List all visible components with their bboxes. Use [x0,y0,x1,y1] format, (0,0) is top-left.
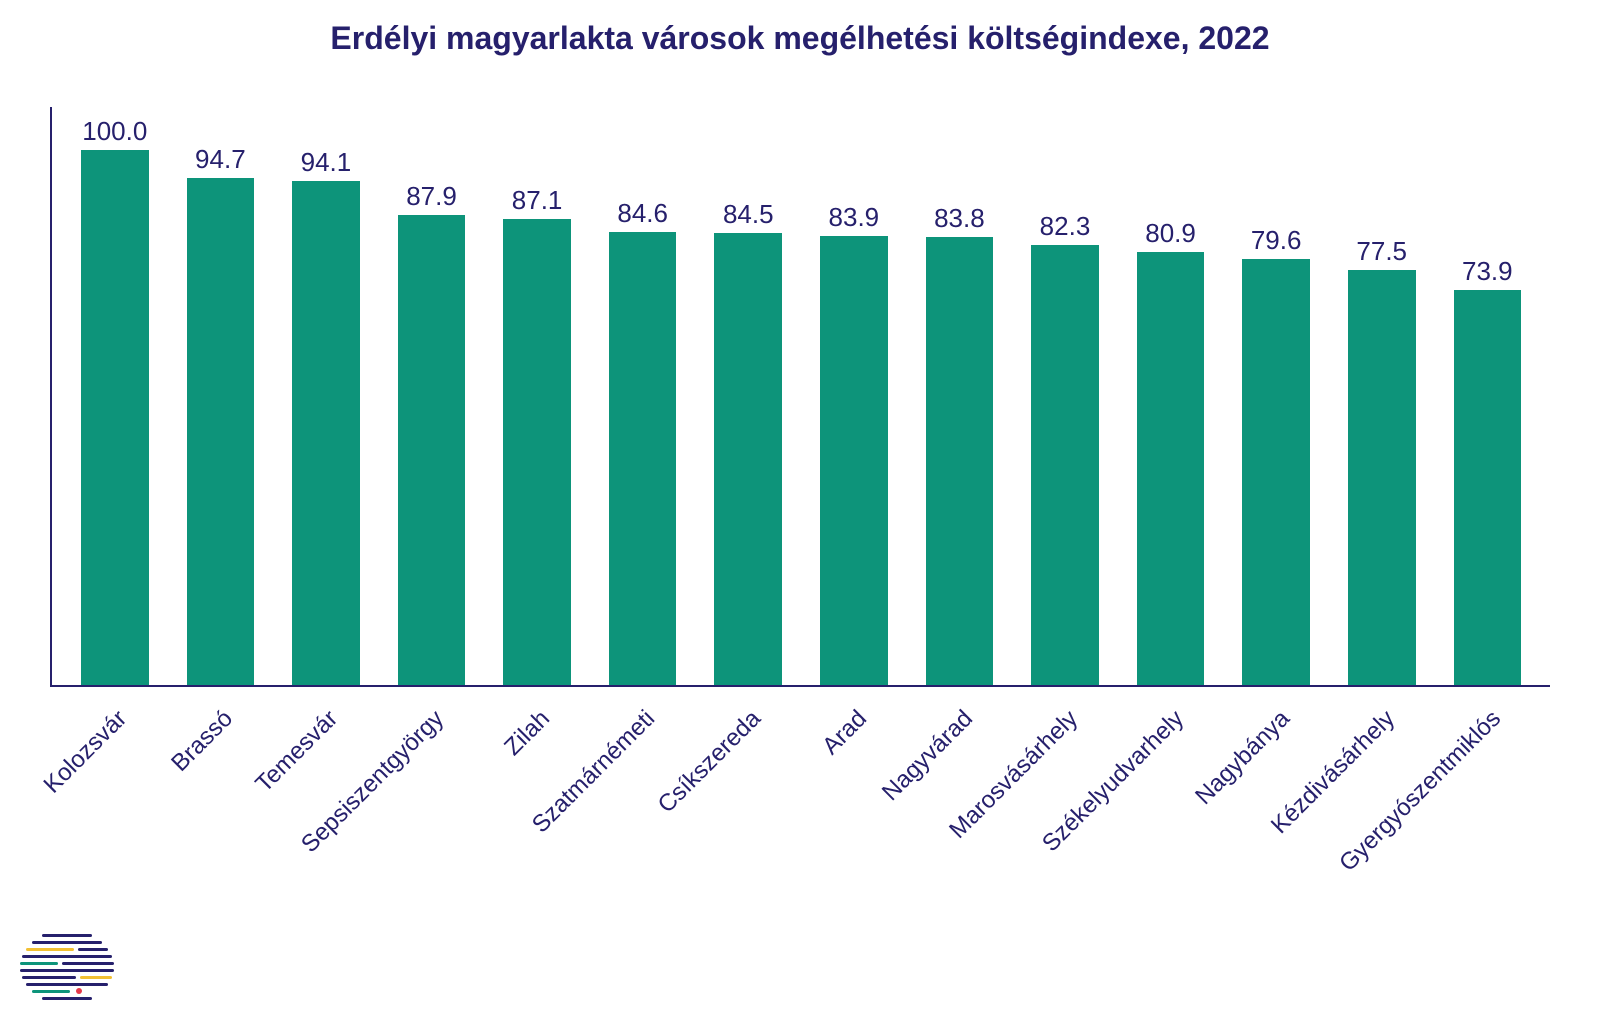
x-label-slot: Csíkszereda [694,687,800,987]
x-label-slot: Gyergyószentmiklós [1434,687,1540,987]
chart-container: Erdélyi magyarlakta városok megélhetési … [50,20,1550,987]
x-axis-label: Zilah [499,705,556,762]
bar-slot: 94.7 [168,107,274,685]
bar-slot: 84.6 [590,107,696,685]
bar: 77.5 [1348,270,1416,685]
bar-value-label: 82.3 [1040,211,1091,242]
x-label-slot: Zilah [483,687,589,987]
bar-value-label: 79.6 [1251,225,1302,256]
bar-slot: 87.1 [484,107,590,685]
bar: 87.1 [503,219,571,685]
bar: 84.6 [609,232,677,685]
bar: 80.9 [1137,252,1205,685]
x-label-slot: Arad [800,687,906,987]
x-axis-label: Brassó [166,705,239,778]
bar-value-label: 84.6 [617,198,668,229]
bar-value-label: 87.1 [512,185,563,216]
bar-slot: 77.5 [1329,107,1435,685]
bar-value-label: 94.7 [195,144,246,175]
bar-slot: 87.9 [379,107,485,685]
bar-value-label: 84.5 [723,199,774,230]
bar-value-label: 80.9 [1145,218,1196,249]
chart-x-axis-labels: KolozsvárBrassóTemesvárSepsiszentgyörgyZ… [50,687,1550,987]
bar: 82.3 [1031,245,1099,685]
x-label-slot: Sepsiszentgyörgy [377,687,483,987]
bar-slot: 84.5 [695,107,801,685]
bar: 87.9 [398,215,466,685]
bar-slot: 80.9 [1118,107,1224,685]
x-label-slot: Nagybánya [1223,687,1329,987]
bar-value-label: 83.8 [934,203,985,234]
x-axis-label: Arad [817,705,873,761]
x-label-slot: Székelyudvarhely [1117,687,1223,987]
bar-slot: 79.6 [1223,107,1329,685]
bar-value-label: 73.9 [1462,256,1513,287]
bar: 94.1 [292,181,360,685]
bar: 83.9 [820,236,888,685]
bar: 100.0 [81,150,149,685]
bar-slot: 82.3 [1012,107,1118,685]
bar-value-label: 100.0 [82,116,147,147]
bar-slot: 83.8 [907,107,1013,685]
bar-value-label: 77.5 [1356,236,1407,267]
bar-value-label: 94.1 [301,147,352,178]
bar-value-label: 83.9 [829,202,880,233]
bar: 79.6 [1242,259,1310,685]
chart-plot-area: 100.0 94.7 94.1 87.9 87.1 84.6 84.5 83.9 83.8 82.… [50,107,1550,687]
bar: 73.9 [1454,290,1522,686]
bar-slot: 100.0 [62,107,168,685]
bar-slot: 94.1 [273,107,379,685]
bar: 94.7 [187,178,255,685]
source-logo [20,932,115,1010]
x-label-slot: Brassó [166,687,272,987]
bar: 84.5 [714,233,782,685]
bar: 83.8 [926,237,994,685]
bar-slot: 73.9 [1435,107,1541,685]
chart-title: Erdélyi magyarlakta városok megélhetési … [50,20,1550,57]
bar-value-label: 87.9 [406,181,457,212]
bar-slot: 83.9 [801,107,907,685]
x-axis-label: Kolozsvár [38,705,132,799]
x-label-slot: Szatmárnémeti [589,687,695,987]
